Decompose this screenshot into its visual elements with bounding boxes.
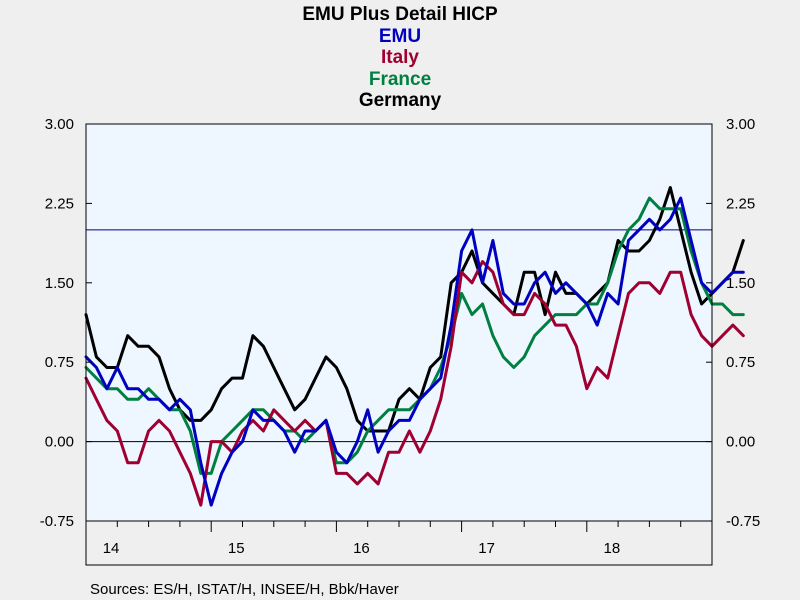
- x-tick-label: 14: [103, 540, 120, 557]
- y-axis-right: 3.00 2.25 1.50 0.75 0.00 -0.75: [706, 116, 760, 530]
- y-axis-left: 3.00 2.25 1.50 0.75 0.00 -0.75: [40, 116, 92, 530]
- y-tick-label-right: 0.00: [726, 434, 755, 451]
- legend-title-emu: EMU: [379, 26, 421, 47]
- y-tick-label-right: 1.50: [726, 275, 755, 292]
- x-tick-label: 18: [603, 540, 620, 557]
- x-axis-box: [85, 520, 713, 566]
- legend-title-france: France: [369, 69, 431, 90]
- chart-title: EMU Plus Detail HICP: [302, 4, 498, 25]
- sources-note: Sources: ES/H, ISTAT/H, INSEE/H, Bbk/Hav…: [90, 581, 399, 598]
- reference-lines: [86, 229, 712, 443]
- series-line-italy: [84, 260, 745, 507]
- plot-area: [86, 124, 712, 521]
- series-line-france: [84, 196, 745, 475]
- series-line-germany: [84, 186, 745, 433]
- y-tick-label-right: 2.25: [726, 195, 755, 212]
- y-tick-label-left: 0.75: [45, 354, 74, 371]
- y-tick-label-left: 3.00: [45, 116, 74, 133]
- y-tick-label-right: 0.75: [726, 354, 755, 371]
- series-line-emu: [84, 196, 745, 507]
- series-group: [84, 186, 745, 507]
- legend-title-germany: Germany: [359, 90, 442, 111]
- x-tick-label: 17: [478, 540, 495, 557]
- legend-title-italy: Italy: [381, 47, 419, 68]
- y-tick-label-right: -0.75: [726, 513, 760, 530]
- x-axis: 14 15 16 17 18: [85, 521, 713, 557]
- y-tick-label-left: 0.00: [45, 434, 74, 451]
- y-tick-label-right: 3.00: [726, 116, 755, 133]
- y-tick-label-left: 1.50: [45, 275, 74, 292]
- x-tick-label: 15: [228, 540, 245, 557]
- x-tick-label: 16: [353, 540, 370, 557]
- y-tick-label-left: 2.25: [45, 195, 74, 212]
- y-tick-label-left: -0.75: [40, 513, 74, 530]
